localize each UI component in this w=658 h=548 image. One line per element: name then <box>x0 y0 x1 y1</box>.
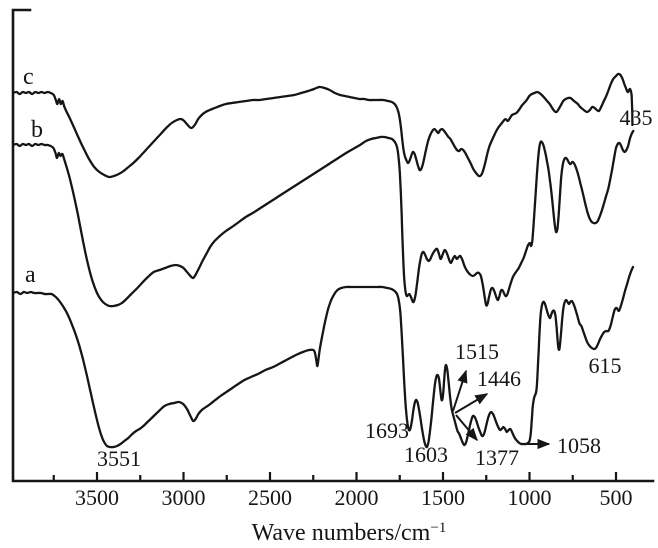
x-tick-label-500: 500 <box>600 485 633 510</box>
peak-label-3551: 3551 <box>97 446 141 471</box>
x-tick-label-2000: 2000 <box>335 485 379 510</box>
x-axis-tick-labels: 3500 3000 2500 2000 1500 1000 500 <box>75 485 633 510</box>
peak-arrow-1377 <box>455 414 478 442</box>
peak-label-1058: 1058 <box>557 433 601 458</box>
spectrum-c-label: c <box>23 64 34 90</box>
x-axis-title-base: Wave numbers/cm <box>252 520 431 546</box>
x-axis-title-superscript: −1 <box>430 520 446 536</box>
spectrum-b-label: b <box>31 117 43 143</box>
x-tick-label-1000: 1000 <box>508 485 552 510</box>
axes-frame <box>11 8 655 483</box>
peak-label-1693: 1693 <box>365 418 409 443</box>
spectrum-a-label: a <box>25 262 36 288</box>
peak-arrow-1446 <box>454 393 489 414</box>
peak-arrow-1515 <box>452 369 468 412</box>
peak-label-615: 615 <box>589 353 622 378</box>
x-axis-title: Wave numbers/cm−1 <box>252 520 447 546</box>
x-tick-label-1500: 1500 <box>421 485 465 510</box>
spectrum-b-curve <box>11 129 635 308</box>
peak-label-1446: 1446 <box>477 366 521 391</box>
spectrum-labels: c b a <box>23 64 43 288</box>
peak-label-1515: 1515 <box>455 339 499 364</box>
spectra-curves <box>11 72 635 449</box>
peak-label-1377: 1377 <box>475 445 519 470</box>
x-tick-label-3000: 3000 <box>162 485 206 510</box>
spectrum-a-curve <box>11 265 635 449</box>
x-axis-ticks <box>52 472 618 481</box>
spectrum-c-curve <box>11 72 634 179</box>
x-tick-label-2500: 2500 <box>248 485 292 510</box>
peak-label-1603: 1603 <box>404 442 448 467</box>
x-tick-label-3500: 3500 <box>75 485 119 510</box>
peak-label-435: 435 <box>620 105 653 130</box>
